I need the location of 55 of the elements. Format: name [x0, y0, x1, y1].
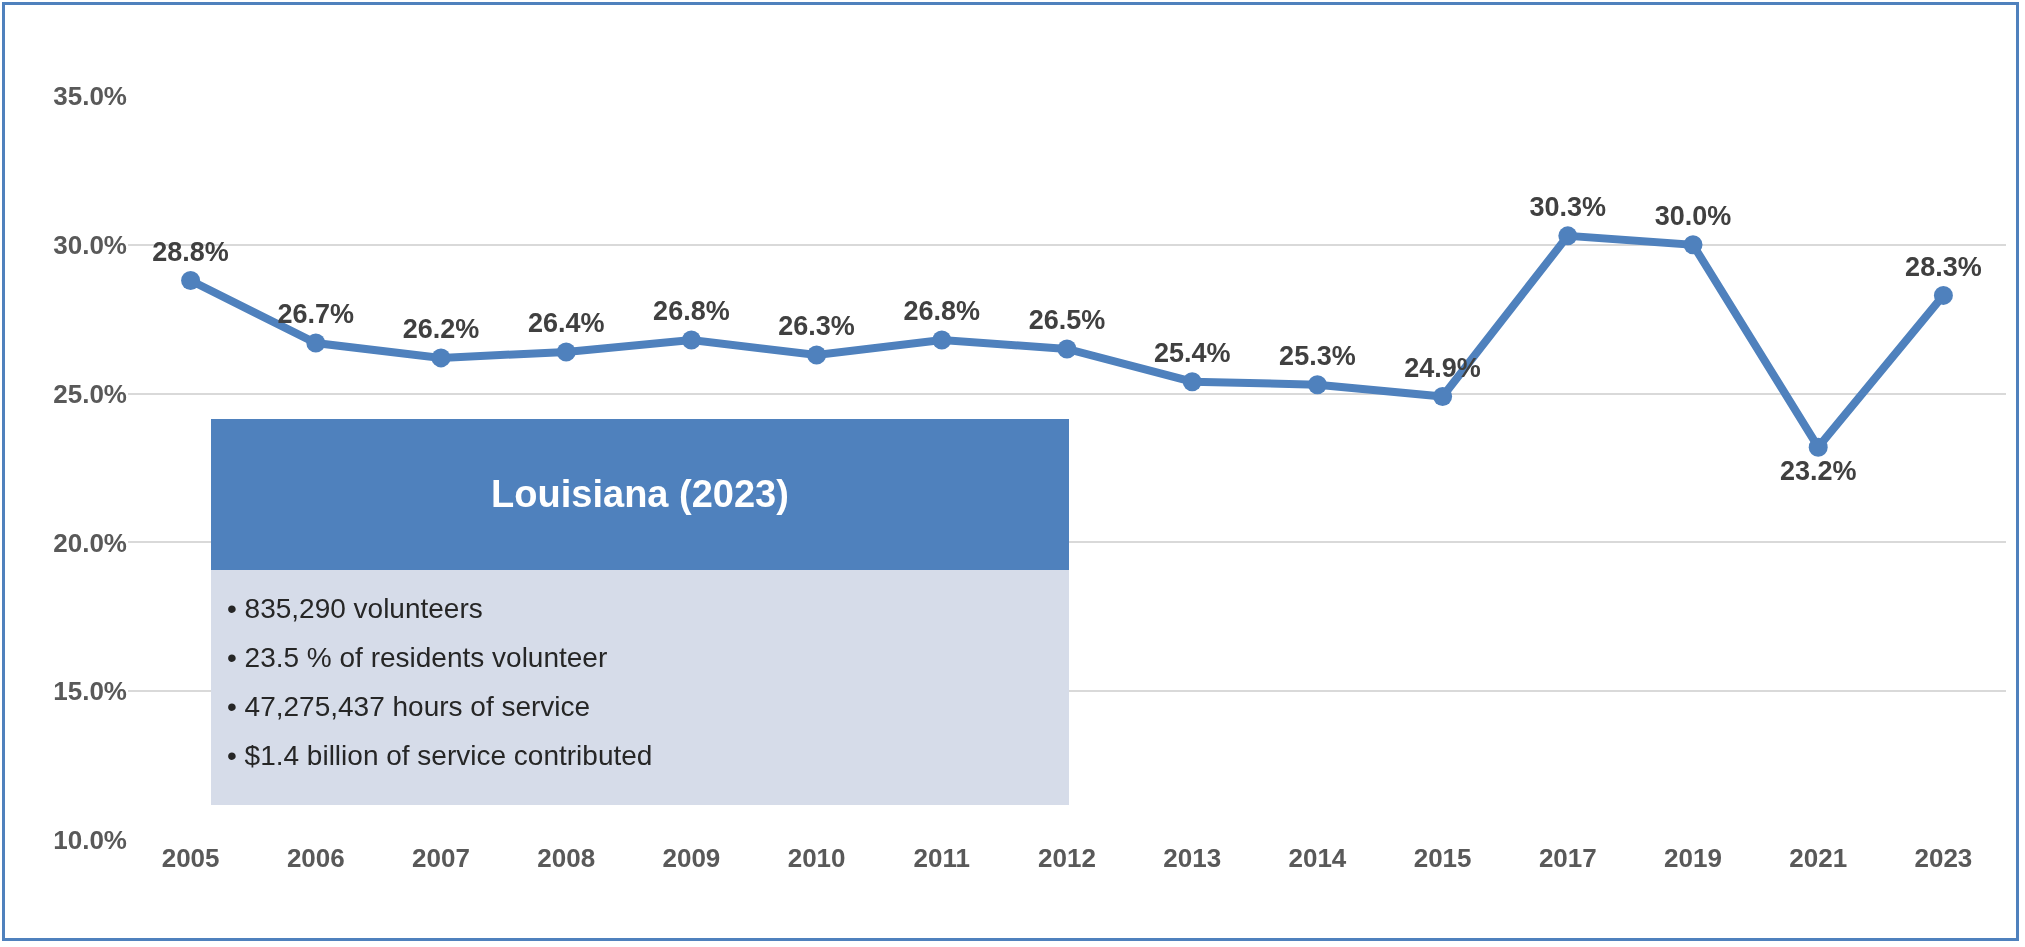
- x-tick-label: 2015: [1413, 843, 1472, 873]
- y-tick-label: 30.0%: [53, 229, 127, 260]
- point: [1808, 437, 1828, 457]
- data-label: 26.5%: [1028, 305, 1106, 336]
- data-label: 26.7%: [277, 299, 355, 330]
- x-tick-label: 2023: [1914, 843, 1973, 873]
- data-label: 28.8%: [152, 236, 229, 267]
- point: [807, 345, 827, 365]
- data-label: 25.4%: [1153, 338, 1231, 369]
- data-label: 25.3%: [1279, 341, 1356, 372]
- point: [1182, 372, 1202, 392]
- data-label: 26.3%: [778, 311, 855, 342]
- x-tick-label: 2014: [1288, 843, 1347, 873]
- point: [1558, 226, 1578, 246]
- point: [556, 342, 576, 362]
- data-label: 30.3%: [1529, 192, 1607, 223]
- point: [1933, 285, 1953, 305]
- data-label: 26.8%: [903, 296, 981, 327]
- annotation: • $1.4 billion of service contributed: [227, 739, 654, 773]
- data-label: 28.3%: [1905, 251, 1982, 282]
- annotation: • 835,290 volunteers: [227, 592, 484, 626]
- point: [1057, 339, 1077, 359]
- point: [681, 330, 701, 350]
- x-tick-label: 2017: [1538, 843, 1597, 873]
- point: [932, 330, 952, 350]
- y-tick-label: 15.0%: [53, 676, 127, 707]
- data-label: 26.4%: [527, 308, 605, 339]
- annotation: • 47,275,437 hours of service: [227, 690, 592, 724]
- annotation: Louisiana (2023): [211, 419, 1069, 570]
- x-tick-label: 2005: [161, 843, 220, 873]
- annotation: • 23.5 % of residents volunteer: [227, 641, 609, 675]
- x-tick-label: 2012: [1038, 843, 1096, 873]
- x-tick-label: 2006: [286, 843, 345, 873]
- x-tick-label: 2021: [1789, 843, 1848, 873]
- x-tick-label: 2011: [913, 843, 970, 873]
- x-tick-label: 2013: [1163, 843, 1222, 873]
- point: [306, 333, 326, 353]
- y-tick-label: 10.0%: [53, 825, 127, 856]
- data-label: 26.2%: [402, 314, 480, 345]
- point: [1433, 387, 1453, 407]
- x-tick-label: 2007: [412, 843, 470, 873]
- y-tick-label: 25.0%: [53, 378, 127, 409]
- x-tick-label: 2010: [787, 843, 846, 873]
- y-tick-label: 20.0%: [53, 527, 127, 558]
- point: [181, 271, 201, 290]
- data-label: 30.0%: [1654, 201, 1732, 232]
- data-label: 23.2%: [1779, 456, 1857, 487]
- point: [1683, 235, 1703, 255]
- x-tick-label: 2009: [662, 843, 721, 873]
- point: [431, 348, 451, 368]
- point: [1307, 375, 1327, 395]
- x-tick-label: 2019: [1664, 843, 1722, 873]
- y-tick-label: 35.0%: [53, 81, 127, 112]
- data-label: 26.8%: [653, 296, 730, 327]
- x-tick-label: 2008: [537, 843, 596, 873]
